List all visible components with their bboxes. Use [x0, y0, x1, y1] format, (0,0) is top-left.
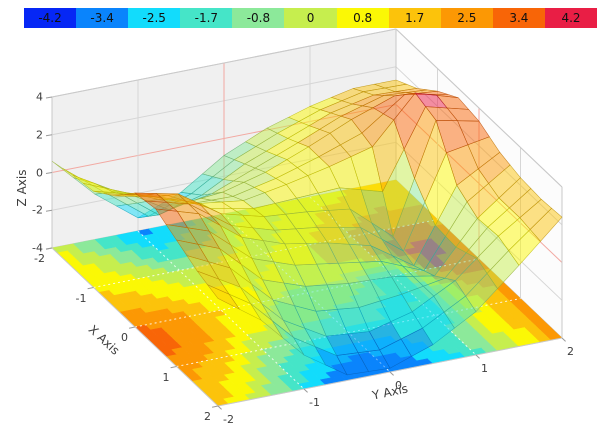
colorbar-segment: -1.7	[180, 8, 233, 28]
colorbar-tick-label: -2.5	[142, 11, 166, 25]
colorbar-segment: -2.5	[128, 8, 181, 28]
colorbar-segment: -3.4	[76, 8, 129, 28]
colorbar-tick-label: 2.5	[457, 11, 477, 25]
colorbar-segment: 4.2	[544, 8, 598, 28]
colorbar-segment: 0.8	[336, 8, 389, 28]
axis-edges-and-ticks	[45, 96, 566, 410]
colorbar-tick-label: -3.4	[90, 11, 114, 25]
surface-mesh	[51, 79, 563, 376]
colorbar-tick-label: 4.2	[561, 11, 581, 25]
colorbar-segment: 0	[284, 8, 337, 28]
colorbar-segment: -0.8	[232, 8, 285, 28]
colorbar-segment: 3.4	[492, 8, 545, 28]
colorbar-tick-label: 1.7	[405, 11, 425, 25]
colorbar-tick-label: 0.8	[353, 11, 373, 25]
colorbar-tick-label: 3.4	[509, 11, 529, 25]
colorbar-segment: 1.7	[388, 8, 441, 28]
colorbar-tick-label: 0	[306, 11, 315, 25]
colorbar-tick-label: -4.2	[38, 11, 62, 25]
colorbar-tick-label: -0.8	[246, 11, 271, 25]
colorbar: -4.2 -3.4 -2.5 -1.7 -0.8 0 0.8 1.7 2.5 3.4 4.2	[24, 8, 598, 28]
colorbar-segment: -4.2	[24, 8, 77, 28]
colorbar-segment: 2.5	[440, 8, 493, 28]
colorbar-tick-label: -1.7	[194, 11, 219, 25]
